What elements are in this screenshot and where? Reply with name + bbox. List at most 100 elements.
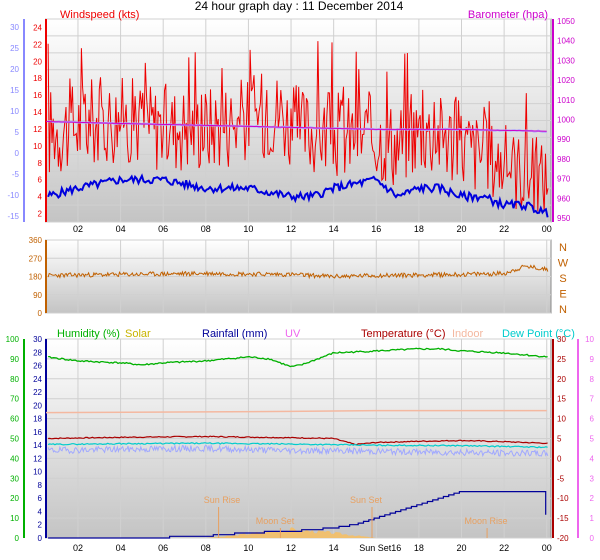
y-right-tick-label: 970 bbox=[557, 175, 571, 184]
y-left-outer-tick-label: -15 bbox=[7, 212, 19, 221]
y-left-outer-tick-label: 30 bbox=[10, 23, 19, 32]
wind-barometer-panel: 24681012141618202224-15-10-5051015202530… bbox=[7, 9, 575, 234]
temperature-line bbox=[48, 435, 548, 446]
y-left-outer-tick-label: 5 bbox=[15, 128, 20, 137]
y-rain-tick-label: 0 bbox=[38, 534, 43, 543]
x-tick-label: 14 bbox=[329, 543, 339, 553]
y-right-tick-label: 1010 bbox=[557, 96, 575, 105]
compass-label: N bbox=[559, 242, 567, 254]
y-right-tick-label: 950 bbox=[557, 214, 571, 223]
y-left-tick-label: 4 bbox=[38, 193, 43, 202]
y-humidity-tick-label: 60 bbox=[10, 415, 19, 424]
y-rain-tick-label: 24 bbox=[33, 375, 42, 384]
y-temp-tick-label: 25 bbox=[557, 355, 566, 364]
y-left-outer-tick-label: 15 bbox=[10, 86, 19, 95]
x-tick-label: 02 bbox=[73, 224, 83, 234]
y-humidity-tick-label: 70 bbox=[10, 395, 19, 404]
y-temp-tick-label: 10 bbox=[557, 415, 566, 424]
y-rain-tick-label: 10 bbox=[33, 468, 42, 477]
y-humidity-tick-label: 0 bbox=[15, 534, 20, 543]
compass-label: N bbox=[559, 304, 567, 316]
y-left-tick-label: 6 bbox=[38, 176, 43, 185]
wind-direction-line bbox=[47, 264, 549, 280]
x-tick-label: 18 bbox=[414, 224, 424, 234]
y-right-tick-label: 960 bbox=[557, 194, 571, 203]
y-rain-tick-label: 12 bbox=[33, 454, 42, 463]
x-tick-label: 02 bbox=[73, 543, 83, 553]
y-rain-tick-label: 16 bbox=[33, 428, 42, 437]
legend-windspeed: Windspeed (kts) bbox=[60, 9, 139, 21]
x-tick-label: Sun Set16 bbox=[359, 543, 401, 553]
y-right-tick-label: 990 bbox=[557, 135, 571, 144]
y-uv-tick-label: 7 bbox=[590, 395, 595, 404]
y-uv-tick-label: 6 bbox=[590, 415, 595, 424]
y-left-tick-label: 2 bbox=[38, 210, 43, 219]
x-tick-label: 12 bbox=[286, 224, 296, 234]
x-tick-label: 20 bbox=[456, 543, 466, 553]
y-rain-tick-label: 22 bbox=[33, 388, 42, 397]
dewpoint-line bbox=[47, 442, 548, 449]
y-uv-tick-label: 2 bbox=[590, 494, 595, 503]
y-rain-tick-label: 28 bbox=[33, 348, 42, 357]
y-temp-tick-label: 30 bbox=[557, 335, 566, 344]
y-humidity-tick-label: 50 bbox=[10, 435, 19, 444]
y-uv-tick-label: 1 bbox=[590, 514, 595, 523]
y-uv-tick-label: 9 bbox=[590, 355, 595, 364]
y-temp-tick-label: -20 bbox=[557, 534, 569, 543]
y-rain-tick-label: 2 bbox=[38, 521, 43, 530]
y-temp-tick-label: 20 bbox=[557, 375, 566, 384]
humidity-temperature-panel: 0102030405060708090100024681012141618202… bbox=[6, 328, 595, 553]
y-right-tick-label: 1030 bbox=[557, 56, 575, 65]
y-uv-tick-label: 0 bbox=[590, 534, 595, 543]
y-rain-tick-label: 20 bbox=[33, 401, 42, 410]
y-temp-tick-label: 0 bbox=[557, 454, 562, 463]
y-humidity-tick-label: 80 bbox=[10, 375, 19, 384]
x-tick-label: 08 bbox=[201, 543, 211, 553]
x-tick-label: 04 bbox=[116, 224, 126, 234]
y-left-tick-label: 0 bbox=[38, 309, 43, 318]
y-uv-tick-label: 4 bbox=[590, 454, 595, 463]
y-left-outer-tick-label: -10 bbox=[7, 191, 19, 200]
y-right-tick-label: 1020 bbox=[557, 76, 575, 85]
y-uv-tick-label: 8 bbox=[590, 375, 595, 384]
legend-barometer: Barometer (hpa) bbox=[468, 9, 548, 21]
y-humidity-tick-label: 40 bbox=[10, 454, 19, 463]
compass-label: E bbox=[559, 289, 566, 301]
x-tick-label: 06 bbox=[158, 543, 168, 553]
y-left-outer-tick-label: 10 bbox=[10, 107, 19, 116]
x-tick-label: 12 bbox=[286, 543, 296, 553]
y-humidity-tick-label: 10 bbox=[10, 514, 19, 523]
x-tick-label: 06 bbox=[158, 224, 168, 234]
legend-item: Temperature (°C) bbox=[361, 328, 445, 340]
legend-item: Dew Point (°C) bbox=[502, 328, 575, 340]
dewpoint-noise-line bbox=[47, 443, 549, 458]
y-rain-tick-label: 8 bbox=[38, 481, 43, 490]
rainfall-line bbox=[48, 491, 547, 539]
solar-area bbox=[205, 527, 377, 538]
y-uv-tick-label: 3 bbox=[590, 474, 595, 483]
y-right-tick-label: 980 bbox=[557, 155, 571, 164]
y-temp-tick-label: 15 bbox=[557, 395, 566, 404]
y-left-tick-label: 8 bbox=[38, 159, 43, 168]
x-tick-label: 18 bbox=[414, 543, 424, 553]
y-left-tick-label: 14 bbox=[33, 108, 42, 117]
sun-moon-annotation: Sun Rise bbox=[204, 495, 241, 505]
compass-label: W bbox=[558, 258, 569, 270]
x-tick-label: 22 bbox=[499, 543, 509, 553]
legend-item: Indoor bbox=[452, 328, 484, 340]
x-tick-label: 08 bbox=[201, 224, 211, 234]
y-rain-tick-label: 26 bbox=[33, 362, 42, 371]
sun-moon-annotation: Moon Rise bbox=[464, 516, 507, 526]
y-uv-tick-label: 5 bbox=[590, 435, 595, 444]
legend-item: Solar bbox=[125, 328, 151, 340]
y-humidity-tick-label: 90 bbox=[10, 355, 19, 364]
legend-item: Rainfall (mm) bbox=[202, 328, 267, 340]
y-left-outer-tick-label: 0 bbox=[15, 149, 20, 158]
y-left-outer-tick-label: 20 bbox=[10, 65, 19, 74]
y-humidity-tick-label: 30 bbox=[10, 474, 19, 483]
y-left-tick-label: 10 bbox=[33, 142, 42, 151]
y-left-outer-tick-label: -5 bbox=[12, 170, 20, 179]
y-uv-tick-label: 10 bbox=[585, 335, 594, 344]
